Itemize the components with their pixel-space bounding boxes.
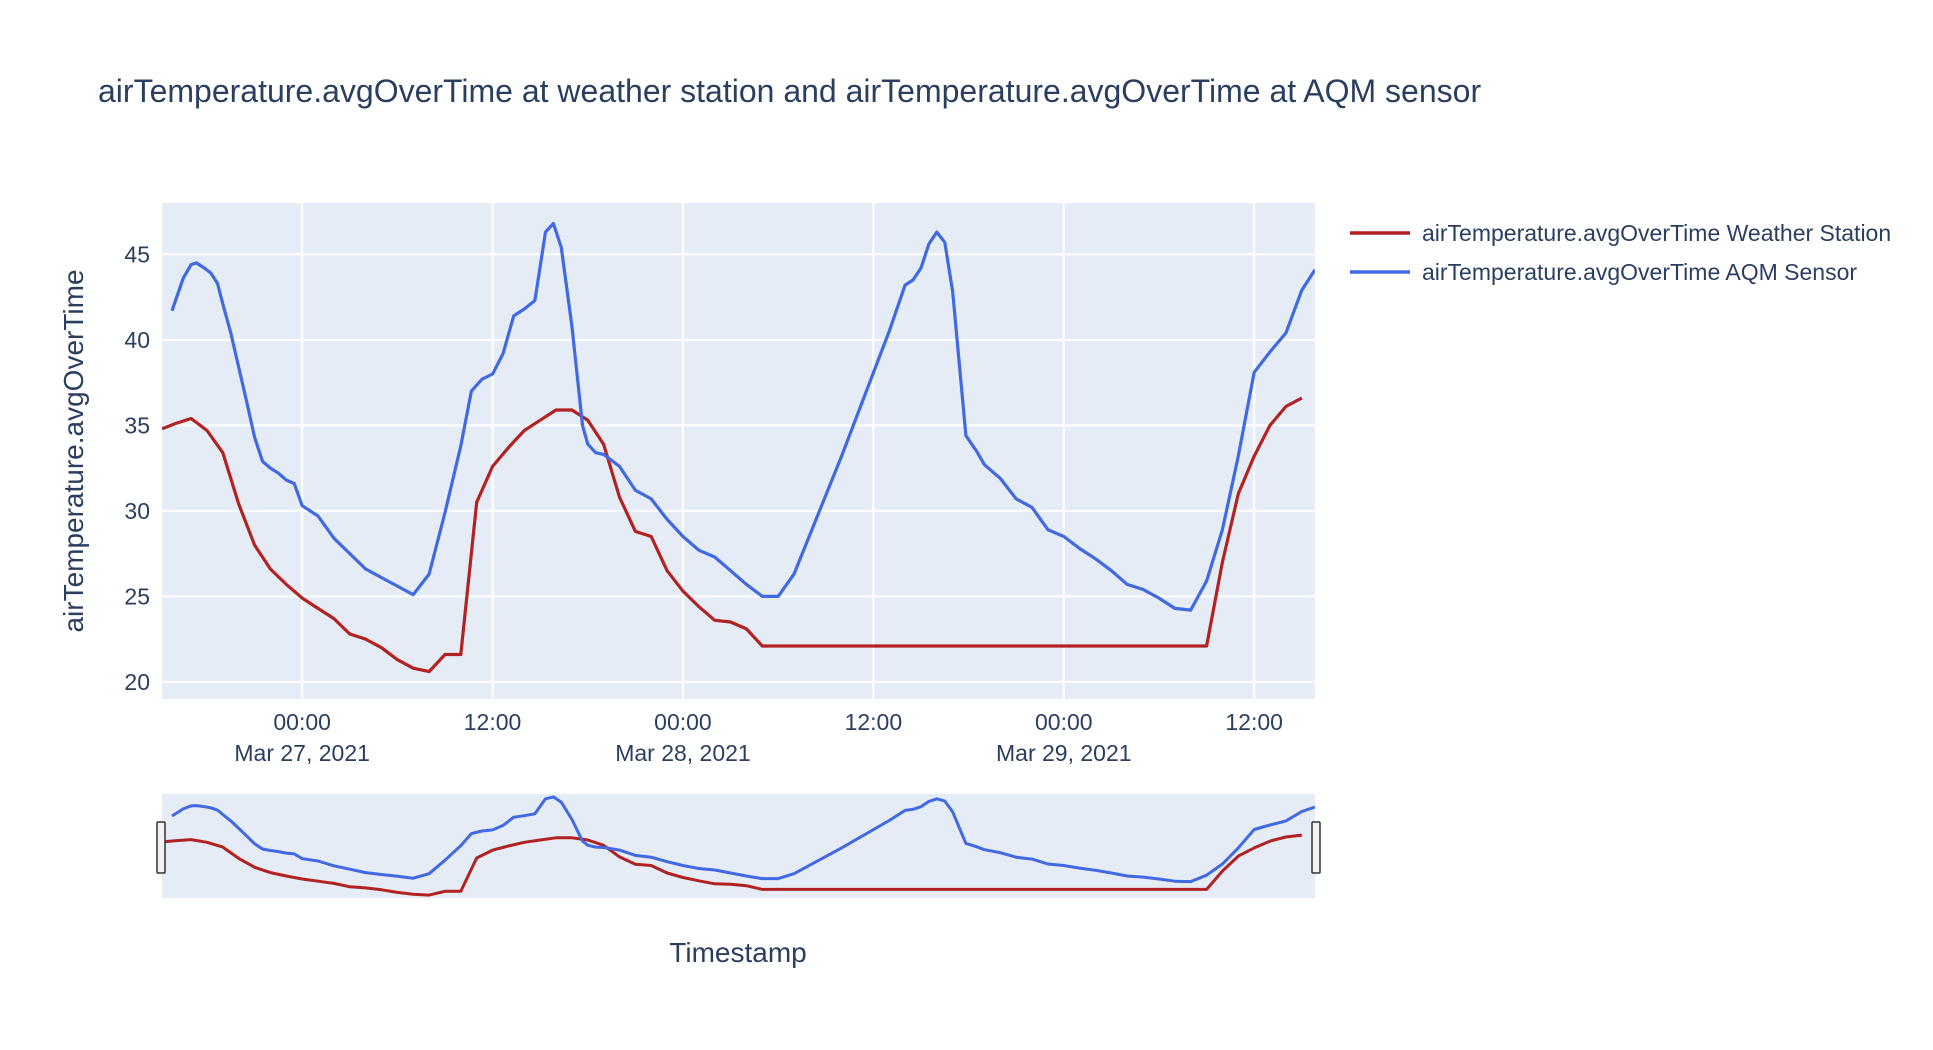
grid-layer xyxy=(162,203,1315,699)
series-layer xyxy=(162,221,1315,674)
x-tick-date-label: Mar 27, 2021 xyxy=(234,740,370,766)
legend-item-weather-station[interactable]: airTemperature.avgOverTime Weather Stati… xyxy=(1350,220,1891,246)
plot-area xyxy=(162,203,1315,699)
range-slider-line-weather-station xyxy=(162,833,1302,897)
y-tick-label: 40 xyxy=(124,327,150,353)
x-tick-label: 12:00 xyxy=(464,709,522,735)
x-tick-date-label: Mar 29, 2021 xyxy=(996,740,1132,766)
legend-item-aqm-sensor[interactable]: airTemperature.avgOverTime AQM Sensor xyxy=(1350,259,1857,285)
x-tick-label: 12:00 xyxy=(1225,709,1283,735)
y-tick-label: 30 xyxy=(124,498,150,524)
x-tick-label: 00:00 xyxy=(1035,709,1093,735)
legend-label: airTemperature.avgOverTime Weather Stati… xyxy=(1422,220,1891,246)
x-tick-label: 00:00 xyxy=(654,709,712,735)
x-tick-layer: 00:00 Mar 27, 2021 12:00 00:00 Mar 28, 2021 1… xyxy=(234,709,1283,766)
chart-title: airTemperature.avgOverTime at weather st… xyxy=(98,73,1481,109)
y-tick-label: 35 xyxy=(124,412,150,438)
x-tick-label: 00:00 xyxy=(273,709,331,735)
y-tick-label: 25 xyxy=(124,583,150,609)
range-slider-line-aqm-sensor xyxy=(171,795,1315,884)
x-axis-title: Timestamp xyxy=(669,937,806,968)
range-slider[interactable] xyxy=(162,794,1315,898)
y-tick-layer: 20 25 30 35 40 45 xyxy=(124,241,150,695)
y-tick-label: 45 xyxy=(124,241,150,267)
legend-label: airTemperature.avgOverTime AQM Sensor xyxy=(1422,259,1857,285)
y-tick-label: 20 xyxy=(124,669,150,695)
x-tick-date-label: Mar 28, 2021 xyxy=(615,740,751,766)
series-line-weather-station xyxy=(162,396,1303,674)
y-axis-title: airTemperature.avgOverTime xyxy=(58,269,89,632)
x-tick-label: 12:00 xyxy=(845,709,903,735)
series-line-aqm-sensor xyxy=(170,221,1315,612)
range-slider-right-handle[interactable] xyxy=(1311,821,1321,874)
range-slider-series-layer xyxy=(162,795,1315,897)
range-slider-left-handle[interactable] xyxy=(156,821,166,874)
legend: airTemperature.avgOverTime Weather Stati… xyxy=(1350,220,1891,285)
